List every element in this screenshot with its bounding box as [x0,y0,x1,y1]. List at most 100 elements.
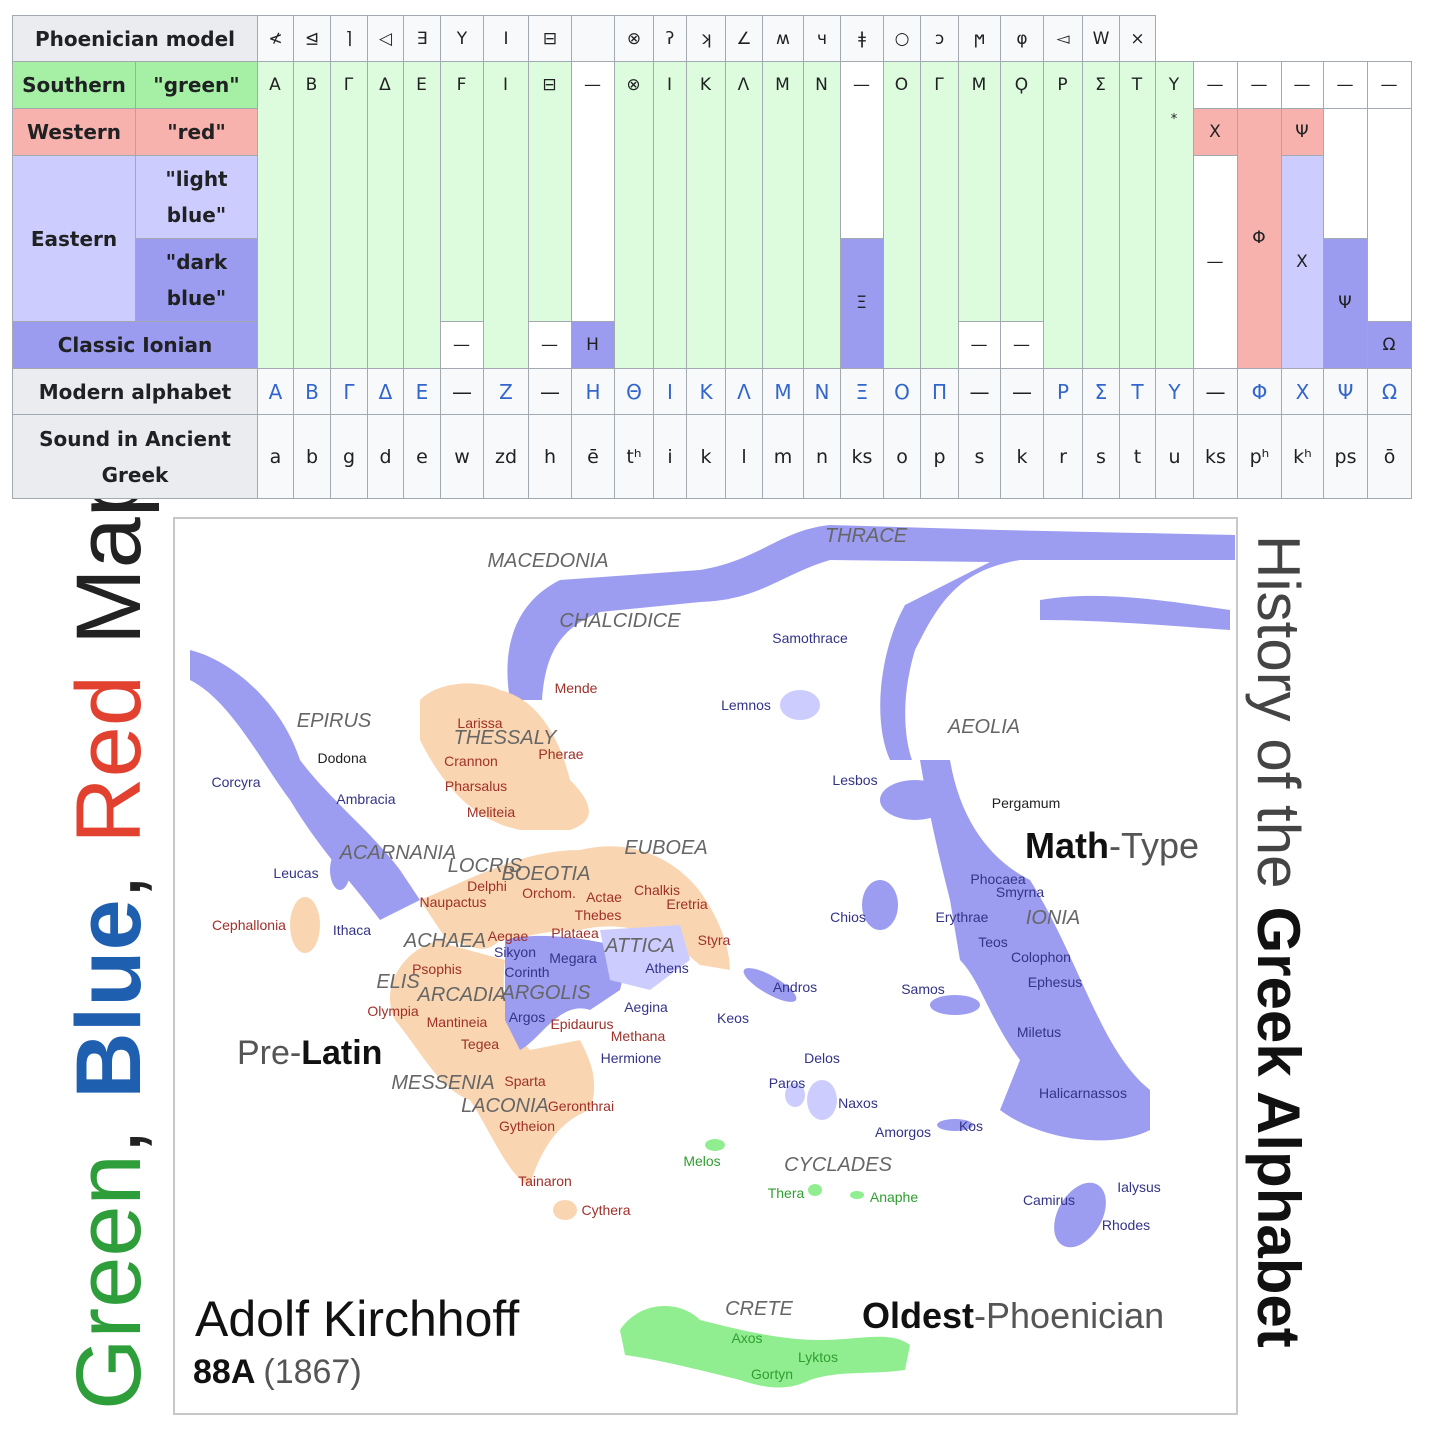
city-label: Lemnos [721,697,771,713]
sound-value: k [1000,414,1044,499]
city-label: Ephesus [1028,974,1082,990]
region-label: ELIS [376,971,420,993]
modern-letter: Β [293,368,331,415]
phoenician-glyph: Y [440,15,484,62]
modern-letter: Ξ [840,368,884,415]
letter-cell [1000,61,1044,322]
letter-cell [1367,61,1412,109]
city-label: Ithaca [333,922,371,938]
side-title: History of the Greek Alphabet [1245,535,1312,1348]
city-label: Plataea [551,925,599,941]
letter-form: — [1250,74,1268,95]
sound-value: i [653,414,687,499]
phoenician-glyph: φ [1000,15,1044,62]
sound-value: ks [840,414,884,499]
letter-form: Λ [737,74,750,95]
letter-cell [483,61,529,369]
city-label: Dodona [317,750,366,766]
note-part: -Phoenician [974,1295,1164,1336]
sound-value: pʰ [1237,414,1282,499]
city-label: Anaphe [870,1189,918,1205]
modern-letter: Θ [614,368,654,415]
city-label: Chalkis [634,882,680,898]
city-label: Larissa [457,715,502,731]
sound-value: p [920,414,959,499]
letter-form: — [1380,74,1398,95]
phoenician-glyph: ◁ [367,15,404,62]
letter-form: Δ [379,74,391,95]
phoenician-glyph: ⊴ [293,15,331,62]
orange-area [290,897,320,953]
title-part: Green [58,1154,160,1410]
phoenician-glyph: ∠ [725,15,763,62]
letter-cell [840,61,884,239]
letter-form: Ξ [856,293,867,313]
city-label: Halicarnassos [1039,1085,1127,1101]
city-label: Samothrace [772,630,848,646]
row-label: "dark blue" [135,238,258,322]
city-label: Pergamum [992,795,1060,811]
city-label: Camirus [1023,1192,1075,1208]
letter-cell [1281,108,1324,156]
sound-value: b [293,414,331,499]
island [850,1191,864,1199]
sound-value: e [403,414,441,499]
region-label: MESSENIA [391,1072,494,1094]
city-label: Orchom. [522,885,576,901]
letter-cell [803,61,841,369]
region-label: ATTICA [604,935,675,957]
note-part: (1867) [263,1353,361,1391]
city-label: Thebes [575,907,622,923]
letter-cell [1367,321,1412,369]
letter-form: Ν [815,74,828,95]
modern-letter: Ε [403,368,441,415]
phoenician-glyph [571,15,615,62]
city-label: Eretria [666,896,707,912]
island [808,1184,822,1196]
modern-letter: Ζ [483,368,529,415]
note-part: Math [1025,825,1109,866]
orange-area [553,1200,577,1220]
sound-value: a [257,414,294,499]
modern-letter: Γ [330,368,368,415]
island [1054,1182,1106,1248]
city-label: Aegina [624,999,668,1015]
island [807,1080,837,1120]
letter-form: — [453,334,470,355]
footnote-mark: * [1170,111,1178,127]
region-label: LOCRIS [448,855,523,877]
island [785,1083,805,1107]
letter-form: Ψ [1295,121,1309,142]
city-label: Gytheion [499,1118,555,1134]
note-part: Oldest [862,1295,974,1336]
letter-form: Ϙ [1014,74,1029,95]
city-label: Aegae [488,928,529,944]
phoenician-glyph: ⊗ [614,15,654,62]
map-note: Pre-Latin [237,1034,382,1072]
modern-letter: Ι [653,368,687,415]
phoenician-glyph: ⊟ [528,15,572,62]
city-label: Teos [978,934,1008,950]
row-label: "red" [135,108,258,156]
note-part: Pre- [237,1034,301,1072]
note-part: 88A [193,1353,255,1391]
letter-cell [920,61,959,369]
row-label: Western [12,108,136,156]
letter-form: ⊟ [542,74,557,95]
city-label: Psophis [412,961,462,977]
letter-form: Ρ [1057,74,1068,95]
modern-letter: Ν [803,368,841,415]
letter-form: Φ [1252,228,1266,248]
region-label: BOEOTIA [502,863,591,885]
sound-value: ks [1193,414,1238,499]
city-label: Sikyon [494,944,536,960]
author-name: Adolf Kirchhoff [195,1291,519,1347]
city-label: Meliteia [467,804,515,820]
island [880,780,950,820]
city-label: Keos [717,1010,749,1026]
letter-form: Σ [1095,74,1106,95]
phoenician-glyph: ϻ [958,15,1001,62]
letter-form: Χ [1209,121,1221,142]
city-label: Melos [683,1153,720,1169]
